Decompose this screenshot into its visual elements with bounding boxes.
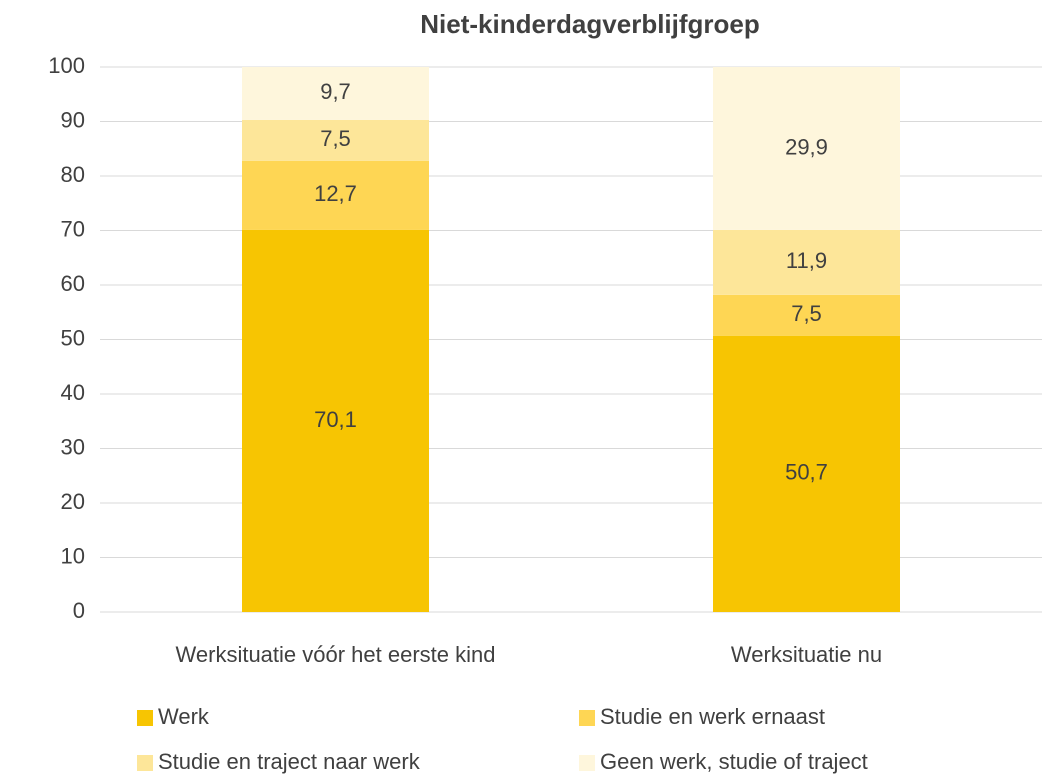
data-label: 50,7 <box>785 460 828 485</box>
data-label: 29,9 <box>785 134 828 159</box>
bar-segment <box>242 119 429 161</box>
legend-label: Werk <box>158 704 210 729</box>
legend-label: Geen werk, studie of traject <box>600 749 868 774</box>
data-label: 9,7 <box>320 79 351 104</box>
bar-segment <box>242 229 429 612</box>
data-label: 70,1 <box>314 407 357 432</box>
bar-segment <box>713 335 900 612</box>
y-tick-label: 60 <box>61 271 85 296</box>
data-label: 11,9 <box>786 248 827 273</box>
legend-swatch <box>579 755 595 771</box>
bar-segment <box>713 229 900 295</box>
legend-swatch <box>137 755 153 771</box>
y-tick-label: 40 <box>61 380 85 405</box>
data-label: 7,5 <box>791 301 822 326</box>
y-tick-label: 50 <box>61 325 85 350</box>
y-tick-label: 30 <box>61 434 85 459</box>
data-label: 12,7 <box>314 181 357 206</box>
bar-segment <box>713 294 900 336</box>
legend-label: Studie en werk ernaast <box>600 704 825 729</box>
y-tick-label: 80 <box>61 162 85 187</box>
chart-title: Niet-kinderdagverblijfgroep <box>420 9 760 39</box>
bar-segment <box>242 67 429 120</box>
y-tick-label: 90 <box>61 107 85 132</box>
data-label: 7,5 <box>320 126 351 151</box>
bar-segment <box>713 67 900 230</box>
legend-label: Studie en traject naar werk <box>158 749 421 774</box>
bar-segment <box>242 160 429 230</box>
x-tick-label: Werksituatie nu <box>731 642 882 667</box>
y-tick-label: 10 <box>61 543 85 568</box>
x-tick-label: Werksituatie vóór het eerste kind <box>176 642 496 667</box>
y-tick-label: 0 <box>73 598 85 623</box>
y-tick-label: 70 <box>61 216 85 241</box>
legend-swatch <box>579 710 595 726</box>
y-tick-label: 20 <box>61 489 85 514</box>
y-tick-label: 100 <box>48 53 85 78</box>
legend-swatch <box>137 710 153 726</box>
